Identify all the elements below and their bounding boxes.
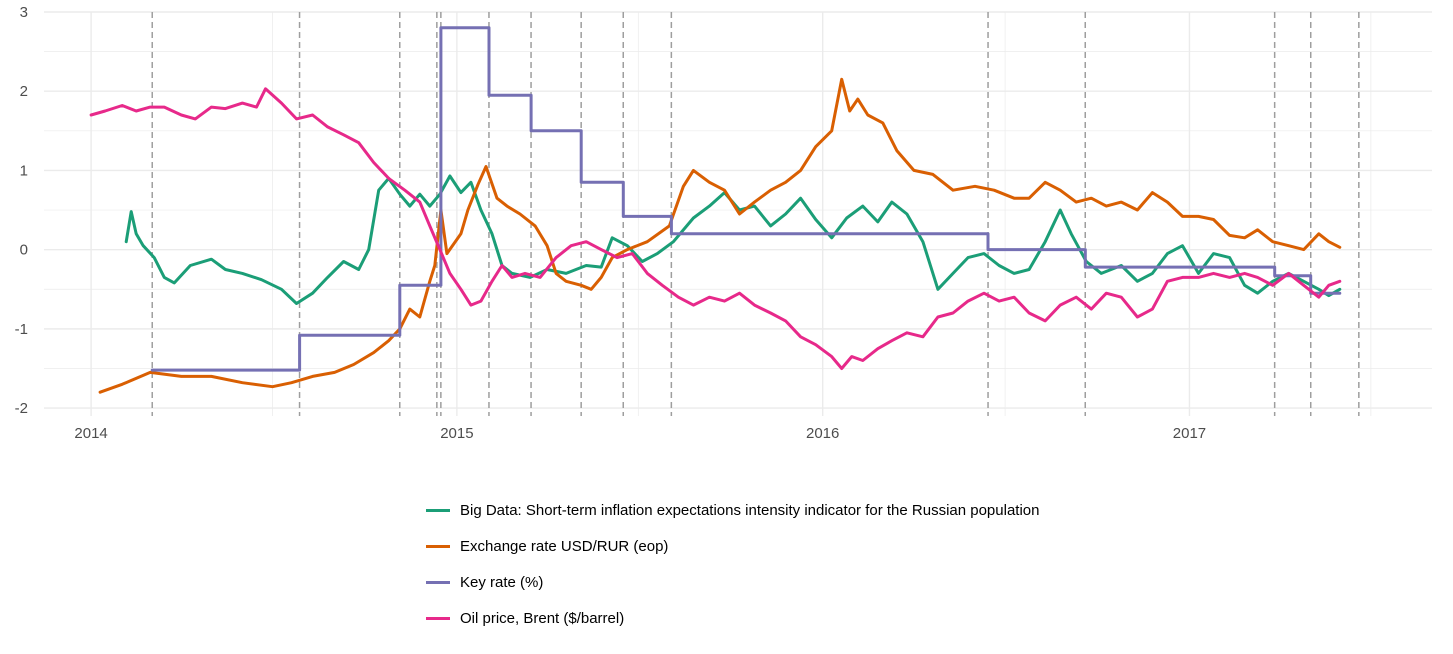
series-lines xyxy=(89,26,1342,394)
y-tick-label: -1 xyxy=(15,321,28,338)
legend-swatch-oil-price xyxy=(426,616,450,620)
y-tick-label: 0 xyxy=(20,242,28,259)
series-line-0 xyxy=(124,174,1342,305)
legend-item-key-rate: Key rate (%) xyxy=(426,570,1226,594)
legend-swatch-key-rate xyxy=(426,580,450,584)
x-tick-label: 2016 xyxy=(806,425,839,442)
legend-label-exchange-rate: Exchange rate USD/RUR (eop) xyxy=(460,537,669,555)
y-tick-label: -2 xyxy=(15,400,28,417)
legend-swatch-big-data xyxy=(426,508,450,512)
y-tick-label: 2 xyxy=(20,83,28,100)
legend-item-exchange-rate: Exchange rate USD/RUR (eop) xyxy=(426,534,1226,558)
axis-tick-labels: 3 2 1 0 -1 -2 2014 2015 2016 2017 xyxy=(15,4,1207,442)
legend-swatch-exchange-rate xyxy=(426,544,450,548)
legend-item-big-data: Big Data: Short-term inflation expectati… xyxy=(426,498,1226,522)
series-line-1 xyxy=(98,77,1342,394)
legend-item-oil-price: Oil price, Brent ($/barrel) xyxy=(426,606,1226,630)
x-tick-label: 2014 xyxy=(74,425,107,442)
series-line-3 xyxy=(89,87,1342,370)
legend-label-key-rate: Key rate (%) xyxy=(460,573,544,591)
y-tick-label: 1 xyxy=(20,162,28,179)
series-line-2 xyxy=(150,26,1342,372)
legend-label-oil-price: Oil price, Brent ($/barrel) xyxy=(460,609,625,627)
legend-label-big-data: Big Data: Short-term inflation expectati… xyxy=(460,501,1040,519)
legend: Big Data: Short-term inflation expectati… xyxy=(426,498,1226,642)
x-tick-label: 2015 xyxy=(440,425,473,442)
x-tick-label: 2017 xyxy=(1173,425,1206,442)
y-tick-label: 3 xyxy=(20,4,28,21)
